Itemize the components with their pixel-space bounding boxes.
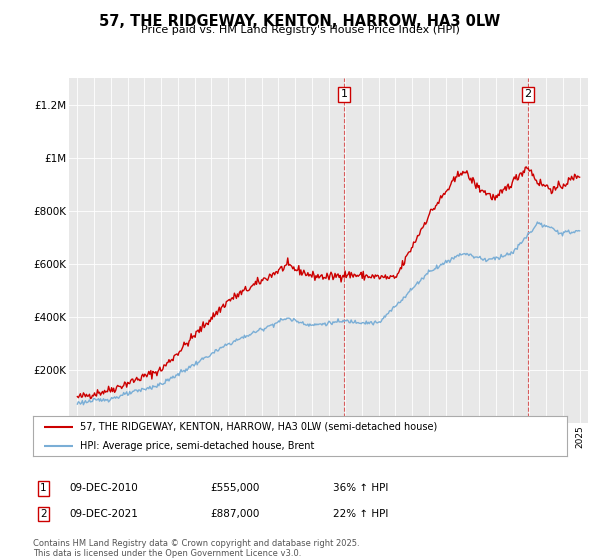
Text: 1: 1 <box>40 483 47 493</box>
Text: 22% ↑ HPI: 22% ↑ HPI <box>333 509 388 519</box>
Text: Price paid vs. HM Land Registry's House Price Index (HPI): Price paid vs. HM Land Registry's House … <box>140 25 460 35</box>
Text: 57, THE RIDGEWAY, KENTON, HARROW, HA3 0LW: 57, THE RIDGEWAY, KENTON, HARROW, HA3 0L… <box>100 14 500 29</box>
Text: 2: 2 <box>40 509 47 519</box>
Text: 57, THE RIDGEWAY, KENTON, HARROW, HA3 0LW (semi-detached house): 57, THE RIDGEWAY, KENTON, HARROW, HA3 0L… <box>80 422 437 432</box>
Text: 09-DEC-2021: 09-DEC-2021 <box>69 509 138 519</box>
Text: 1: 1 <box>340 89 347 99</box>
Text: 36% ↑ HPI: 36% ↑ HPI <box>333 483 388 493</box>
Text: £887,000: £887,000 <box>210 509 259 519</box>
Text: HPI: Average price, semi-detached house, Brent: HPI: Average price, semi-detached house,… <box>80 441 314 450</box>
Text: 2: 2 <box>524 89 532 99</box>
Text: £555,000: £555,000 <box>210 483 259 493</box>
Text: Contains HM Land Registry data © Crown copyright and database right 2025.
This d: Contains HM Land Registry data © Crown c… <box>33 539 359 558</box>
Text: 09-DEC-2010: 09-DEC-2010 <box>69 483 138 493</box>
